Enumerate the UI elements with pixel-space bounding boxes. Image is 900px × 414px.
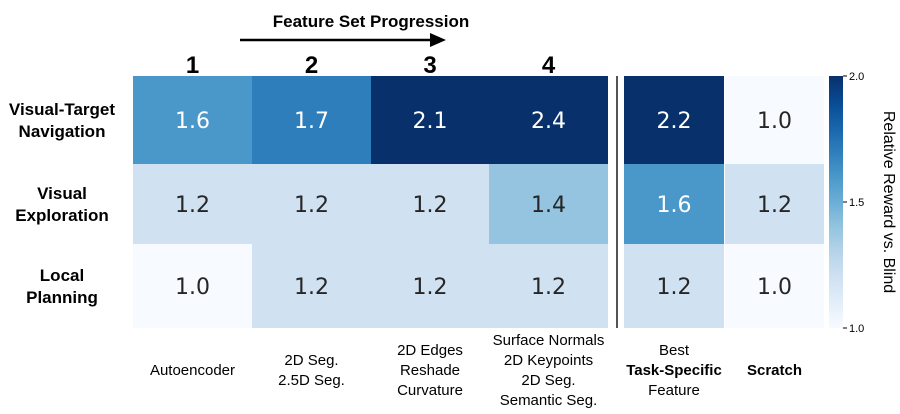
heatmap-cell-r2-c2 [371, 244, 489, 328]
heatmap-cell-r2-c5 [725, 244, 824, 328]
heatmap-cell-r1-c2 [371, 164, 489, 244]
colorbar-label: Relative Reward vs. Blind [880, 111, 897, 293]
heatmap-cell-r0-c5 [725, 76, 824, 164]
column-number-2: 3 [423, 52, 436, 79]
cell-value-r1-c5: 1.2 [757, 193, 792, 218]
cell-value-r2-c5: 1.0 [757, 275, 792, 300]
colorbar-tick-label-1: 1.5 [849, 197, 864, 209]
cell-value-r2-c4: 1.2 [657, 275, 692, 300]
cell-value-r2-c0: 1.0 [175, 275, 210, 300]
cell-value-r1-c2: 1.2 [413, 193, 448, 218]
row-label-1: Visual Exploration [15, 184, 109, 225]
cell-value-r2-c3: 1.2 [531, 275, 566, 300]
heatmap-cell-r2-c0 [133, 244, 252, 328]
heatmap-cell-r1-c0 [133, 164, 252, 244]
cell-value-r0-c4: 2.2 [657, 109, 692, 134]
column-label-3: Surface Normals 2D Keypoints 2D Seg. Semant… [493, 332, 605, 409]
heatmap-cell-r2-c1 [252, 244, 371, 328]
cell-value-r2-c1: 1.2 [294, 275, 329, 300]
cell-value-r0-c0: 1.6 [175, 109, 210, 134]
heatmap-cell-r1-c1 [252, 164, 371, 244]
row-label-2: Local Planning [26, 266, 98, 307]
cell-value-r0-c5: 1.0 [757, 109, 792, 134]
heatmap-cell-r0-c3 [489, 76, 608, 164]
heatmap-cell-r0-c0 [133, 76, 252, 164]
column-label-5: Scratch [747, 362, 802, 379]
cell-value-r0-c1: 1.7 [294, 109, 329, 134]
heatmap-cell-r0-c2 [371, 76, 489, 164]
column-label-4: Best Task-Specific Feature [626, 342, 722, 399]
colorbar [829, 76, 843, 328]
progression-arrow-head [430, 33, 446, 47]
colorbar-tick-label-0: 1.0 [849, 323, 864, 335]
column-label-0: Autoencoder [150, 362, 235, 379]
cell-value-r1-c4: 1.6 [657, 193, 692, 218]
chart-title: Feature Set Progression [273, 12, 470, 31]
column-number-1: 2 [305, 52, 318, 79]
cell-value-r0-c2: 2.1 [413, 109, 448, 134]
column-label-1: 2D Seg. 2.5D Seg. [278, 352, 345, 389]
column-label-2: 2D Edges Reshade Curvature [397, 342, 463, 399]
column-number-0: 1 [186, 52, 199, 79]
heatmap-cell-r0-c4 [624, 76, 724, 164]
cell-value-r2-c2: 1.2 [413, 275, 448, 300]
heatmap-cell-r1-c4 [624, 164, 724, 244]
cell-value-r1-c3: 1.4 [531, 193, 566, 218]
heatmap-cell-r2-c3 [489, 244, 608, 328]
heatmap-cell-r0-c1 [252, 76, 371, 164]
column-number-3: 4 [542, 52, 556, 79]
cell-value-r1-c1: 1.2 [294, 193, 329, 218]
cell-value-r1-c0: 1.2 [175, 193, 210, 218]
row-label-0: Visual-Target Navigation [9, 100, 115, 141]
heatmap-cell-r1-c3 [489, 164, 608, 244]
heatmap-cell-r2-c4 [624, 244, 724, 328]
heatmap-cell-r1-c5 [725, 164, 824, 244]
colorbar-tick-label-2: 2.0 [849, 71, 864, 83]
cell-value-r0-c3: 2.4 [531, 109, 566, 134]
